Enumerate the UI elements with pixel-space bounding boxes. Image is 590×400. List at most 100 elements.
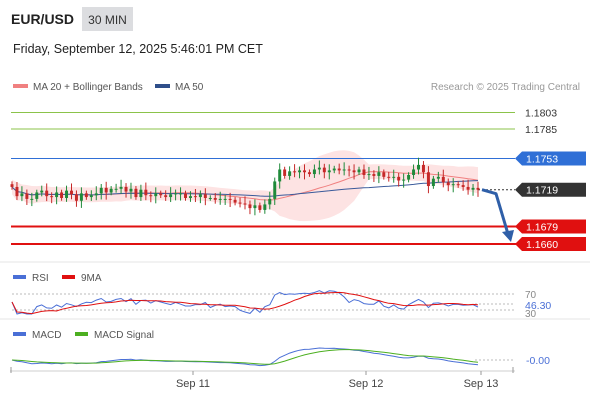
candle-body [184, 193, 187, 198]
candle-body [99, 187, 103, 194]
candle-body [426, 172, 430, 187]
candle-body [407, 175, 411, 180]
candle-body [446, 182, 450, 186]
candle-body [10, 184, 14, 187]
candle-body [124, 186, 128, 192]
candlesticks [10, 157, 480, 216]
candle-body [303, 170, 306, 173]
candle-body [357, 169, 361, 173]
candle-body [436, 176, 440, 179]
candle-body [278, 169, 282, 182]
candle-body [79, 193, 83, 201]
candle-body [25, 193, 29, 199]
level-label-1.1785: 1.1785 [525, 124, 557, 136]
level-label-1.1803: 1.1803 [525, 107, 557, 119]
rsi-ma-legend-label: 9MA [81, 273, 102, 284]
candle-body [293, 171, 297, 173]
candle-body [129, 188, 133, 192]
candle-body [298, 170, 302, 173]
candle-body [431, 178, 435, 187]
candle-body [421, 164, 425, 173]
candle-body [233, 199, 237, 203]
interval-badge[interactable] [82, 7, 133, 31]
candle-body [382, 172, 386, 177]
level-tag-1.1679 [515, 219, 586, 234]
candle-body [451, 184, 455, 186]
candle-body [109, 188, 113, 193]
credit-label: Research © 2025 Trading Central [431, 82, 580, 93]
forecast-arrow-head [502, 229, 514, 242]
candle-body [471, 187, 475, 190]
candle-body [35, 192, 39, 199]
candle-body [243, 203, 247, 205]
candle-body [397, 176, 401, 181]
candle-body [337, 168, 341, 171]
candle-body [179, 193, 183, 195]
candle-body [218, 198, 222, 200]
candle-body [461, 185, 465, 187]
rsi-legend-swatch [13, 275, 26, 279]
candle-body [20, 193, 24, 197]
candle-body [332, 168, 336, 171]
candle-body [456, 184, 460, 186]
candle-body [342, 169, 346, 171]
candle-body [273, 181, 277, 199]
candle-body [154, 193, 158, 197]
candle-body [258, 205, 262, 210]
candle-body [94, 193, 98, 196]
candle-body [65, 190, 69, 198]
candle-body [372, 174, 376, 176]
candle-body [466, 186, 470, 190]
candle-body [198, 194, 202, 198]
candle-body [392, 176, 396, 178]
level-tag-1.1660 [515, 236, 586, 251]
candle-body [223, 198, 227, 200]
candle-body [253, 205, 257, 209]
symbol-badge [4, 7, 78, 31]
macd-lines [11, 347, 479, 367]
level-label-1.1719: 1.1719 [526, 185, 558, 197]
candle-body [412, 169, 416, 175]
candle-body [213, 197, 217, 200]
candle-body [40, 190, 44, 193]
macd-signal-legend-swatch [75, 332, 88, 336]
candle-body [268, 198, 272, 205]
candle-body [307, 172, 311, 175]
candle-body [139, 189, 143, 198]
rsi-ma-line [11, 291, 479, 315]
forecast-arrow-line [481, 188, 510, 235]
datetime-label: Friday, September 12, 2025 5:46:01 PM CE… [13, 42, 263, 56]
candle-body [203, 194, 207, 198]
rsi-line [11, 290, 479, 315]
candle-body [144, 189, 148, 196]
level-tag-1.1753 [515, 151, 586, 166]
bollinger-band-area [12, 150, 478, 222]
interval-label[interactable]: 30 MIN [88, 13, 127, 27]
price-levels [11, 111, 585, 245]
candle-body [114, 188, 118, 190]
candle-body [134, 188, 138, 198]
candle-body [367, 174, 371, 176]
candle-body [327, 170, 331, 173]
ma20-legend-swatch [13, 84, 28, 88]
forecast-arrow [481, 188, 514, 242]
candle-body [208, 197, 212, 199]
candle-body [74, 194, 78, 201]
level-tag-1.1719 [515, 182, 586, 197]
candle-body [30, 198, 34, 200]
candle-body [15, 186, 19, 197]
candle-body [50, 196, 54, 198]
macd-signal-legend-label: MACD Signal [94, 330, 154, 341]
candle-body [188, 196, 192, 198]
candle-body [263, 204, 267, 210]
candle-body [193, 196, 197, 198]
candle-body [387, 176, 391, 178]
level-label-1.1679: 1.1679 [526, 221, 558, 233]
candle-body [89, 195, 93, 198]
bollinger-band [12, 150, 478, 222]
candle-body [164, 195, 168, 198]
rsi-lines [11, 290, 479, 315]
rsi-value-label: 46.30 [525, 300, 551, 312]
macd-legend-swatch [13, 332, 26, 336]
